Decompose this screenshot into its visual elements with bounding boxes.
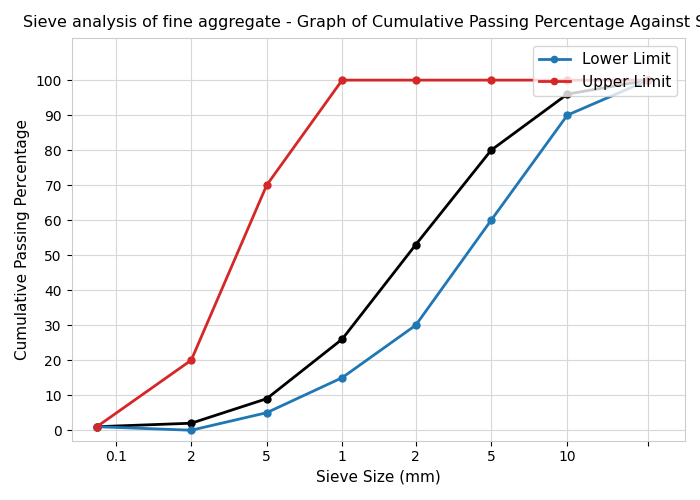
Y-axis label: Cumulative Passing Percentage: Cumulative Passing Percentage bbox=[15, 119, 30, 360]
X-axis label: Sieve Size (mm): Sieve Size (mm) bbox=[316, 470, 441, 485]
Upper Limit bbox=[262, 182, 271, 188]
Lower Limit bbox=[262, 410, 271, 416]
Upper Limit bbox=[92, 424, 101, 430]
Lower Limit bbox=[187, 427, 195, 433]
Text: Sieve analysis of fine aggregate - Graph of Cumulative Passing Percentage Agains: Sieve analysis of fine aggregate - Graph… bbox=[22, 15, 700, 30]
Upper Limit bbox=[644, 77, 652, 83]
Line: Upper Limit: Upper Limit bbox=[93, 76, 652, 430]
Lower Limit bbox=[338, 374, 346, 380]
Upper Limit bbox=[412, 77, 420, 83]
Legend: Lower Limit, Upper Limit: Lower Limit, Upper Limit bbox=[533, 46, 678, 96]
Lower Limit bbox=[487, 217, 496, 223]
Lower Limit bbox=[563, 112, 571, 118]
Line: Lower Limit: Lower Limit bbox=[93, 76, 652, 434]
Lower Limit bbox=[644, 77, 652, 83]
Upper Limit bbox=[563, 77, 571, 83]
Lower Limit bbox=[92, 424, 101, 430]
Upper Limit bbox=[487, 77, 496, 83]
Lower Limit bbox=[412, 322, 420, 328]
Upper Limit bbox=[338, 77, 346, 83]
Upper Limit bbox=[187, 357, 195, 363]
